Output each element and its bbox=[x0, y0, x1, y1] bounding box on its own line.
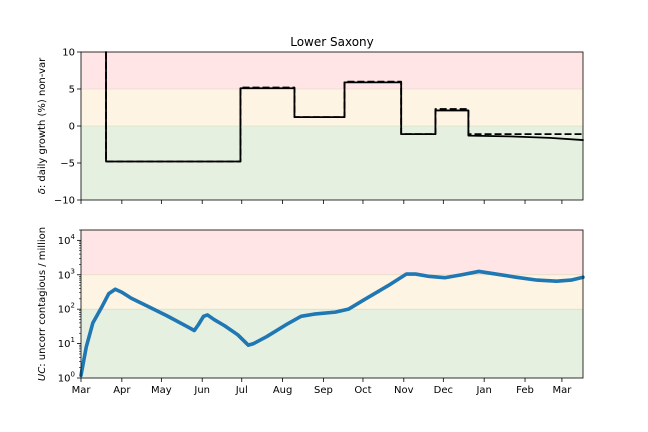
contagious-panel: 100 101 102 103 104 Mar Apr May Jun Jul Aug Sep Oct… bbox=[37, 227, 585, 396]
contagious-band bbox=[81, 230, 583, 275]
contagious-ytick-label: 102 bbox=[58, 302, 75, 316]
contagious-ytick-label: 104 bbox=[58, 233, 76, 247]
xtick-label: Jan bbox=[475, 385, 491, 396]
growth-xtick-group bbox=[80, 200, 563, 204]
contagious-xtick-group: Mar Apr May Jun Jul Aug Sep Oct Nov Dec Jan Feb Mar bbox=[72, 378, 572, 396]
growth-y-axis-label-symbol: δ bbox=[37, 188, 48, 194]
contagious-ytick-group: 100 101 102 103 104 bbox=[58, 229, 81, 385]
growth-ytick-group: 10 5 0 −5 −10 bbox=[54, 48, 81, 207]
xtick-label: May bbox=[151, 385, 172, 396]
xtick-label: Mar bbox=[72, 385, 92, 396]
growth-ytick-label: −10 bbox=[54, 196, 75, 207]
contagious-band-group bbox=[81, 230, 583, 378]
growth-y-axis-label-text: : daily growth (%) non-var bbox=[37, 57, 48, 188]
contagious-band bbox=[81, 274, 583, 310]
xtick-label: Aug bbox=[273, 385, 293, 396]
contagious-ytick-label: 100 bbox=[58, 371, 75, 385]
growth-band bbox=[81, 89, 583, 126]
contagious-line-group bbox=[79, 269, 585, 378]
xtick-label: Sep bbox=[314, 385, 333, 396]
growth-band bbox=[81, 52, 583, 89]
growth-band-group bbox=[81, 52, 583, 200]
contagious-band bbox=[81, 309, 583, 378]
growth-ytick-label: 5 bbox=[69, 85, 75, 96]
xtick-label: Dec bbox=[434, 385, 453, 396]
contagious-ytick-label: 103 bbox=[58, 267, 75, 281]
contagious-y-axis-label-text: : uncorr contagious / million bbox=[37, 227, 48, 367]
growth-panel: 10 5 0 −5 −10 Lower Saxony δ: daily growth (… bbox=[37, 35, 584, 207]
xtick-label: Jun bbox=[193, 385, 210, 396]
chart-title: Lower Saxony bbox=[290, 35, 374, 49]
growth-line-group bbox=[105, 51, 584, 163]
contagious-solid-line bbox=[79, 269, 585, 378]
contagious-ytick-label: 101 bbox=[58, 336, 75, 350]
xtick-label: Apr bbox=[113, 385, 131, 396]
contagious-axes-frame bbox=[80, 229, 584, 379]
growth-ytick-label: 0 bbox=[69, 122, 75, 133]
xtick-label: Feb bbox=[516, 385, 534, 396]
xtick-label: Mar bbox=[552, 385, 572, 396]
contagious-y-axis-label-symbol: UC bbox=[37, 367, 48, 381]
growth-ytick-label: 10 bbox=[62, 48, 75, 59]
growth-ytick-label: −5 bbox=[60, 159, 75, 170]
xtick-label: Jul bbox=[235, 385, 248, 396]
growth-band bbox=[81, 126, 583, 200]
contagious-y-axis-label: UC: uncorr contagious / million bbox=[37, 227, 48, 381]
xtick-label: Nov bbox=[394, 385, 414, 396]
growth-y-axis-label: δ: daily growth (%) non-var bbox=[37, 57, 48, 194]
xtick-label: Oct bbox=[354, 385, 371, 396]
